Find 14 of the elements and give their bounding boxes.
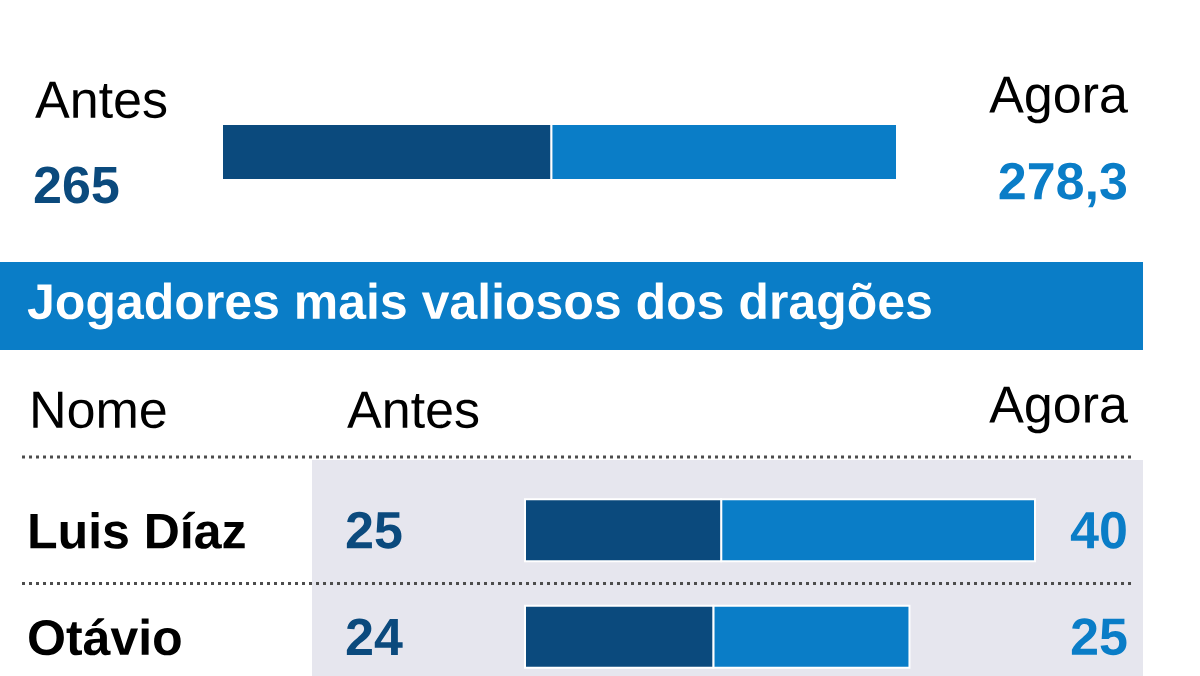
data-label: 24	[346, 618, 403, 655]
data-label: 25	[346, 511, 402, 549]
y-tick-label: Otávio	[29, 618, 181, 656]
series-label: Agora	[989, 76, 1128, 124]
series-label: Agora	[989, 386, 1128, 434]
data-label: 278,3	[999, 162, 1127, 208]
series-label: Antes	[347, 391, 479, 429]
y-tick-label: Luis Díaz	[30, 511, 245, 549]
series-label: Antes	[35, 81, 167, 119]
data-label: 40	[1070, 511, 1126, 549]
y-axis-title: Nome	[33, 391, 166, 429]
data-label: 265	[34, 166, 119, 204]
data-label: 25	[1071, 618, 1127, 656]
chart-title: Jogadores mais valiosos dos dragões	[27, 282, 931, 330]
